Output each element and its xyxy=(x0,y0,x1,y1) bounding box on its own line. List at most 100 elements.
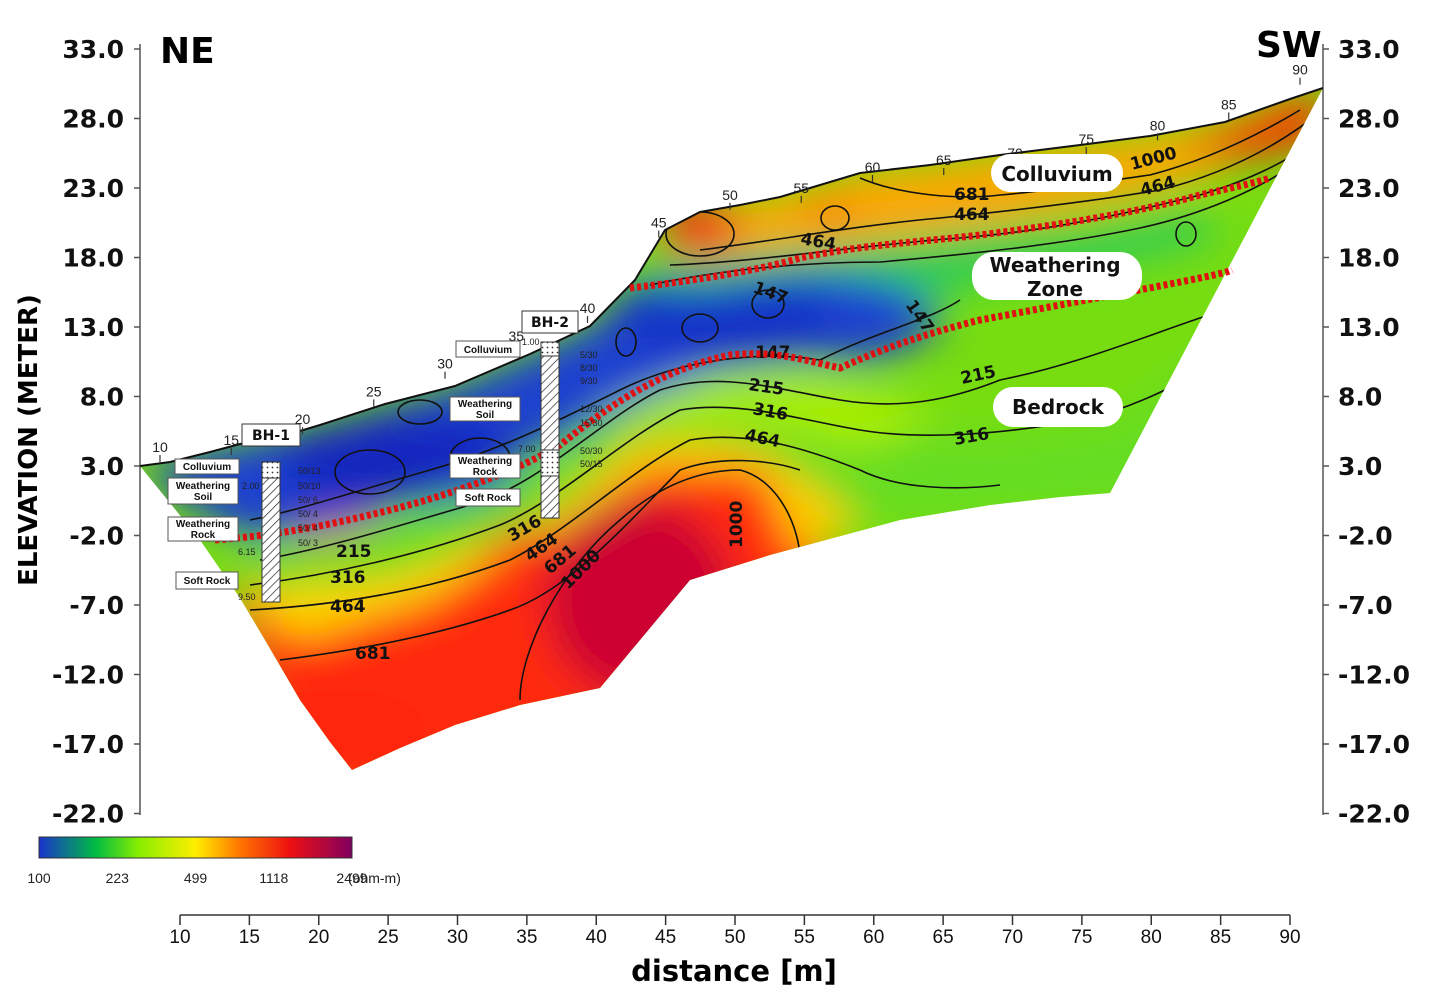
y-tick-label: -12.0 xyxy=(52,661,124,690)
n-value: 50/30 xyxy=(580,446,603,456)
y-tick-label: 23.0 xyxy=(62,174,124,203)
y-tick-label: -17.0 xyxy=(52,730,124,759)
y-tick-label: 3.0 xyxy=(1338,452,1382,481)
boundary-lines xyxy=(214,174,1272,544)
x-tick-label: 65 xyxy=(933,927,954,948)
zone-label-text: Weathering Zone xyxy=(989,253,1120,301)
colorbar-unit: (ohm-m) xyxy=(348,870,401,886)
x-tick-label: 20 xyxy=(308,927,329,948)
x-tick-label: 80 xyxy=(1141,927,1162,948)
zone-label-text: Bedrock xyxy=(1012,395,1105,419)
depth-label: 7.00 xyxy=(518,444,536,454)
zone-label-weathering: Weathering Zone xyxy=(972,252,1142,301)
n-value: 50/13 xyxy=(298,466,321,476)
x-axis-title: distance [m] xyxy=(631,954,837,988)
zone-label-line: Weathering xyxy=(989,253,1120,277)
layer-label: Colluvium xyxy=(183,462,231,473)
n-value: 50/ 3 xyxy=(298,538,318,548)
zone-label-colluvium: Colluvium xyxy=(991,154,1123,192)
contour-label: 215 xyxy=(336,542,372,562)
contour-lines xyxy=(249,109,1316,701)
y-tick-label: 18.0 xyxy=(62,244,124,273)
surface-distance-label: 65 xyxy=(936,152,952,168)
depth-label: 2.00 xyxy=(242,481,260,491)
x-tick-label: 25 xyxy=(378,927,399,948)
y-tick-label: 13.0 xyxy=(1338,313,1400,342)
y-axis-title: ELEVATION (METER) xyxy=(14,294,44,586)
x-axis: 10 15 20 25 30 35 40 45 50 55 60 65 70 75 80 85 90 xyxy=(169,914,1301,948)
x-tick-label: 75 xyxy=(1071,927,1092,948)
layer-label: Soft Rock xyxy=(465,493,512,504)
y-tick-label: -2.0 xyxy=(1338,522,1393,551)
x-tick-label: 55 xyxy=(794,927,815,948)
layer-label: Weathering xyxy=(176,519,230,530)
n-value: 5/30 xyxy=(580,350,598,360)
contour-label: 1000 xyxy=(727,501,747,548)
y-tick-label: -7.0 xyxy=(69,591,124,620)
layer-label: Rock xyxy=(473,467,498,478)
y-tick-label: 8.0 xyxy=(80,383,124,412)
left-axis: 33.0 28.0 23.0 18.0 13.0 8.0 3.0 -2.0 -7.0 -12.0 -… xyxy=(52,35,141,829)
n-value: 15/30 xyxy=(580,418,603,428)
contour-681 xyxy=(279,459,801,661)
x-tick-label: 70 xyxy=(1002,927,1023,948)
contour-label: 681 xyxy=(954,185,990,205)
colorbar: 100 223 499 1118 2499 (ohm-m) xyxy=(27,836,401,886)
layer-label: Colluvium xyxy=(464,345,512,356)
y-tick-label: -2.0 xyxy=(69,522,124,551)
x-tick-label: 90 xyxy=(1279,927,1300,948)
x-tick-label: 40 xyxy=(586,927,607,948)
surface-distance-label: 25 xyxy=(366,383,382,399)
contour-label: 316 xyxy=(330,568,366,588)
colorbar-tick-label: 223 xyxy=(106,870,130,886)
layer-label: Rock xyxy=(191,530,216,541)
y-tick-label: 3.0 xyxy=(80,452,124,481)
direction-label-left: NE xyxy=(160,31,215,72)
zone-label-text: Colluvium xyxy=(1001,162,1112,186)
contour-215 xyxy=(259,299,1261,561)
surface-distance-label: 15 xyxy=(223,432,239,448)
weathering-bedrock-boundary xyxy=(214,266,1234,544)
n-value: 50/15 xyxy=(580,459,603,469)
y-tick-label: 13.0 xyxy=(62,313,124,342)
layer-label: Weathering xyxy=(458,456,512,467)
colorbar-tick-label: 499 xyxy=(184,870,208,886)
contour-label: 464 xyxy=(330,597,366,617)
borehole-name: BH-1 xyxy=(252,428,290,444)
layer-label: Soft Rock xyxy=(184,576,231,587)
y-tick-label: 28.0 xyxy=(62,105,124,134)
surface-distance-label: 35 xyxy=(508,328,524,344)
depth-label: 9.50 xyxy=(238,592,256,602)
borehole-name: BH-2 xyxy=(531,315,569,331)
x-tick-label: 85 xyxy=(1210,927,1231,948)
y-tick-label: -12.0 xyxy=(1338,661,1410,690)
n-value: 8/30 xyxy=(580,363,598,373)
n-value: 12/30 xyxy=(580,404,603,414)
surface-distance-label: 60 xyxy=(865,159,881,175)
layer-label: Soil xyxy=(194,492,213,503)
n-value: 50/ 4 xyxy=(298,509,318,519)
colorbar-tick-label: 2499 xyxy=(336,870,367,886)
contour-1000 xyxy=(519,469,801,701)
x-tick-label: 10 xyxy=(169,927,190,948)
n-value: 50/ 6 xyxy=(298,495,318,505)
y-tick-label: 28.0 xyxy=(1338,105,1400,134)
x-tick-label: 60 xyxy=(863,927,884,948)
depth-label: 1.00 xyxy=(522,337,540,347)
zone-label-line: Zone xyxy=(1027,277,1083,301)
colorbar-tick-label: 100 xyxy=(27,870,51,886)
y-tick-label: -7.0 xyxy=(1338,591,1393,620)
layer-label: Weathering xyxy=(458,399,512,410)
direction-label-right: SW xyxy=(1256,25,1322,66)
borehole-bh1: BH-1 Colluvium Weathering Soil Weatherin… xyxy=(167,423,321,603)
colorbar-tick-label: 1118 xyxy=(259,870,288,886)
n-value: 9/30 xyxy=(580,376,598,386)
y-tick-label: 8.0 xyxy=(1338,383,1382,412)
surface-distance-label: 85 xyxy=(1221,96,1237,112)
surface-distance-label: 30 xyxy=(437,356,453,372)
y-tick-label: 18.0 xyxy=(1338,244,1400,273)
surface-distance-label: 90 xyxy=(1292,62,1308,78)
surface-distance-label: 50 xyxy=(722,187,738,203)
